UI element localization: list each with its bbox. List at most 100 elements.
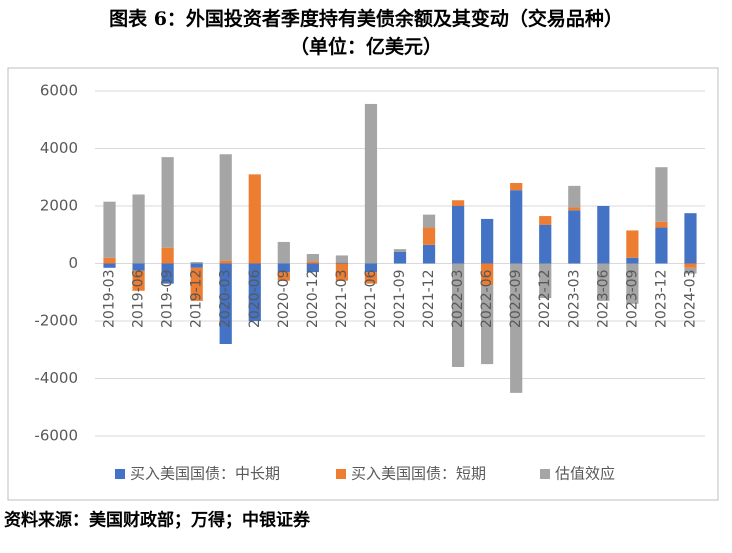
bar-segment bbox=[219, 263, 232, 344]
bar-segment bbox=[655, 227, 668, 264]
x-tick-label: 2020-03 bbox=[218, 270, 234, 329]
bar-segment bbox=[510, 190, 523, 264]
x-tick-label: 2023-12 bbox=[653, 270, 669, 329]
bar-segment bbox=[190, 267, 203, 301]
bar-segment bbox=[626, 230, 639, 258]
bar-segment bbox=[335, 263, 349, 281]
bar-segment bbox=[568, 210, 581, 264]
bar-segment bbox=[481, 263, 494, 286]
x-tick-label: 2022-09 bbox=[508, 270, 524, 329]
bar-segment bbox=[568, 207, 581, 211]
chart-title: 图表 6：外国投资者季度持有美债余额及其变动（交易品种） bbox=[109, 7, 623, 30]
legend-swatch bbox=[336, 469, 346, 479]
bar-segment bbox=[597, 206, 610, 264]
bar-segment bbox=[248, 174, 261, 264]
bar-segment bbox=[422, 244, 436, 264]
x-tick-label: 2023-03 bbox=[566, 270, 582, 329]
x-tick-label: 2021-06 bbox=[363, 269, 379, 328]
bar-segment bbox=[277, 241, 290, 264]
x-tick-label: 2020-09 bbox=[276, 270, 292, 329]
source-note: 资料来源：美国财政部；万得；中银证券 bbox=[4, 510, 311, 531]
x-tick-label: 2019-06 bbox=[131, 269, 147, 328]
bar-segment bbox=[393, 252, 407, 264]
x-tick-label: 2022-06 bbox=[479, 269, 495, 328]
bar-segment bbox=[451, 200, 465, 206]
bar-segment bbox=[626, 257, 639, 264]
x-tick-label: 2020-06 bbox=[247, 269, 263, 328]
x-tick-label: 2021-12 bbox=[421, 270, 437, 329]
bar-segment bbox=[626, 263, 639, 304]
y-tick-label: 4000 bbox=[40, 139, 78, 157]
x-tick-label: 2019-03 bbox=[102, 270, 118, 329]
legend-label: 估值效应 bbox=[555, 465, 615, 483]
bar-segment bbox=[248, 263, 261, 321]
bar-segment bbox=[364, 272, 378, 284]
x-tick-label: 2020-12 bbox=[305, 270, 321, 329]
bar-segment bbox=[190, 263, 203, 268]
bar-segment bbox=[277, 272, 290, 281]
legend-label: 买入美国国债：短期 bbox=[351, 465, 486, 483]
bar-segment bbox=[364, 103, 378, 264]
chart-frame bbox=[7, 67, 719, 501]
bar-segment bbox=[103, 201, 116, 258]
bar-segment bbox=[451, 206, 465, 264]
bar-segment bbox=[132, 263, 145, 271]
bar-segment bbox=[364, 263, 378, 273]
bar-segment bbox=[219, 154, 232, 261]
bar-segment bbox=[422, 214, 436, 228]
bar-segment bbox=[306, 254, 319, 262]
y-tick-label: -6000 bbox=[34, 427, 78, 445]
bar-segment bbox=[481, 285, 494, 365]
bar-segment bbox=[539, 224, 552, 264]
bar-segment bbox=[161, 263, 174, 284]
bar-segment bbox=[103, 263, 116, 268]
x-tick-label: 2022-03 bbox=[450, 270, 466, 329]
y-tick-label: 2000 bbox=[40, 197, 78, 215]
bar-segment bbox=[539, 263, 552, 298]
bar-segment bbox=[103, 257, 116, 264]
bar-segment bbox=[335, 262, 349, 264]
x-tick-label: 2022-12 bbox=[537, 270, 553, 329]
bar-segment bbox=[684, 263, 697, 268]
bar-segment bbox=[306, 261, 319, 264]
bar-segment bbox=[655, 221, 668, 228]
bar-segment bbox=[481, 218, 494, 264]
legend-swatch bbox=[540, 469, 550, 479]
bar-segment bbox=[510, 263, 523, 393]
bar-segment bbox=[684, 267, 697, 274]
bar-segment bbox=[684, 213, 697, 264]
bar-segment bbox=[132, 270, 145, 291]
x-tick-label: 2023-06 bbox=[595, 269, 611, 328]
legend-swatch bbox=[115, 469, 125, 479]
bar-segment bbox=[422, 227, 436, 245]
bar-segment bbox=[451, 263, 465, 367]
bar-segment bbox=[161, 247, 174, 264]
bar-segment bbox=[306, 263, 319, 273]
bar-segment bbox=[393, 249, 407, 252]
bar-segment bbox=[161, 157, 174, 248]
x-tick-label: 2023-09 bbox=[624, 270, 640, 329]
bar-segment bbox=[190, 262, 203, 264]
bar-segment bbox=[568, 185, 581, 208]
y-tick-label: 0 bbox=[68, 254, 78, 272]
bar-segment bbox=[539, 216, 552, 225]
chart-subtitle: （单位：亿美元） bbox=[290, 35, 442, 58]
x-tick-label: 2021-09 bbox=[392, 270, 408, 329]
x-tick-label: 2019-12 bbox=[189, 270, 205, 329]
y-tick-label: 6000 bbox=[40, 82, 78, 100]
x-tick-label: 2024-03 bbox=[682, 270, 698, 329]
bar-segment bbox=[335, 255, 349, 263]
bar-segment bbox=[597, 263, 610, 301]
bar-segment bbox=[132, 194, 145, 264]
bar-segment bbox=[277, 263, 290, 273]
x-tick-label: 2019-09 bbox=[160, 270, 176, 329]
bar-segment bbox=[219, 260, 232, 264]
legend-label: 买入美国国债：中长期 bbox=[130, 465, 280, 483]
y-tick-label: -2000 bbox=[34, 312, 78, 330]
y-tick-label: -4000 bbox=[34, 369, 78, 387]
bar-segment bbox=[510, 183, 523, 191]
bar-segment bbox=[655, 167, 668, 222]
x-tick-label: 2021-03 bbox=[334, 270, 350, 329]
